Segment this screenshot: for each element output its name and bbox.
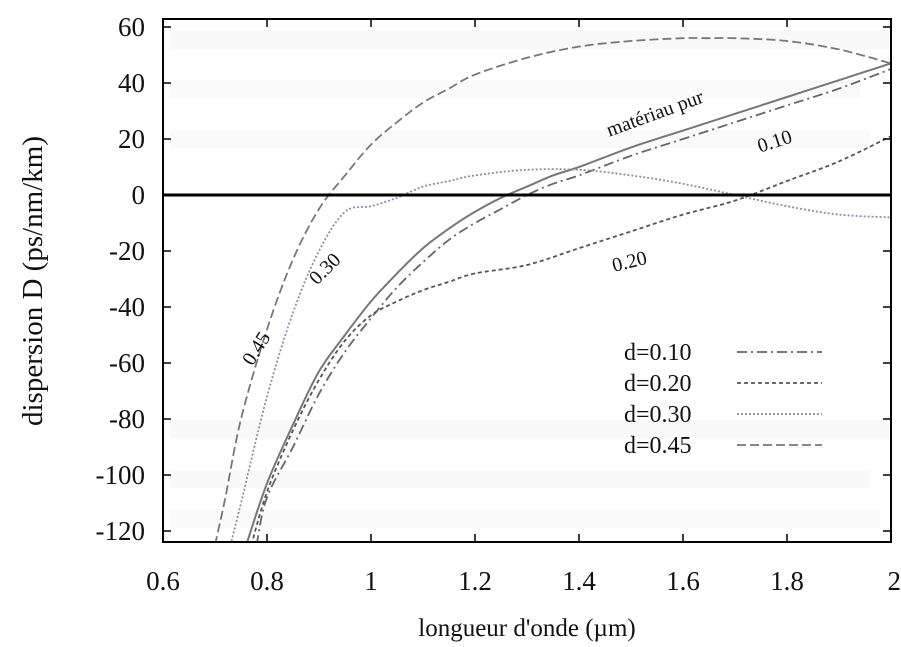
curve-label-0-20: 0.20 — [610, 247, 649, 277]
legend-label-d-0-30: d=0.30 — [624, 402, 692, 428]
series-line-mat-riau-pur — [246, 62, 891, 542]
x-tick-label: 1.4 — [562, 566, 596, 596]
legend-label-d-0-20: d=0.20 — [624, 371, 692, 397]
x-tick-label: 1 — [364, 566, 378, 596]
series-line-d-0-20 — [251, 135, 891, 542]
y-tick-label: 60 — [118, 12, 145, 42]
series-group — [214, 37, 891, 542]
background-texture — [170, 30, 890, 528]
x-tick-label: 1.2 — [458, 566, 492, 596]
series-line-d-0-45 — [214, 37, 891, 542]
y-tick-label: 20 — [118, 124, 145, 154]
x-tick-label: 0.8 — [250, 566, 284, 596]
y-tick-label: -100 — [96, 460, 146, 490]
legend-label-d-0-45: d=0.45 — [624, 433, 692, 459]
y-tick-label: -120 — [96, 516, 146, 546]
curve-label-0-30: 0.30 — [305, 249, 345, 289]
series-line-d-0-10 — [256, 68, 891, 542]
legend-label-d-0-10: d=0.10 — [624, 340, 692, 366]
legend: d=0.10 d=0.20 d=0.30 d=0.45 — [624, 340, 822, 459]
plot-frame — [162, 18, 892, 543]
axis-ticks: 0.6 0.8 1 1.2 1.4 1.6 1.8 2 60 40 20 0 -20 -40 -60 -80 -… — [96, 12, 901, 596]
series-line-d-0-30 — [230, 168, 891, 542]
y-tick-label: -40 — [109, 292, 145, 322]
y-axis-title: dispersion D (ps/nm/km) — [17, 136, 49, 426]
x-tick-label: 0.6 — [146, 566, 180, 596]
y-tick-label: -80 — [109, 404, 145, 434]
y-tick-label: -60 — [109, 348, 145, 378]
x-tick-label: 1.6 — [666, 566, 700, 596]
y-tick-label: 40 — [118, 68, 145, 98]
y-tick-label: 0 — [132, 180, 146, 210]
y-tick-label: -20 — [109, 236, 145, 266]
x-axis-title: longueur d'onde (µm) — [418, 615, 635, 642]
curve-label-0-45: 0.45 — [238, 328, 275, 369]
x-tick-label: 1.8 — [770, 566, 804, 596]
plot-area: 0.6 0.8 1 1.2 1.4 1.6 1.8 2 60 40 20 0 -20 -40 -60 -80 -… — [96, 12, 901, 596]
x-tick-label: 2 — [888, 566, 901, 596]
